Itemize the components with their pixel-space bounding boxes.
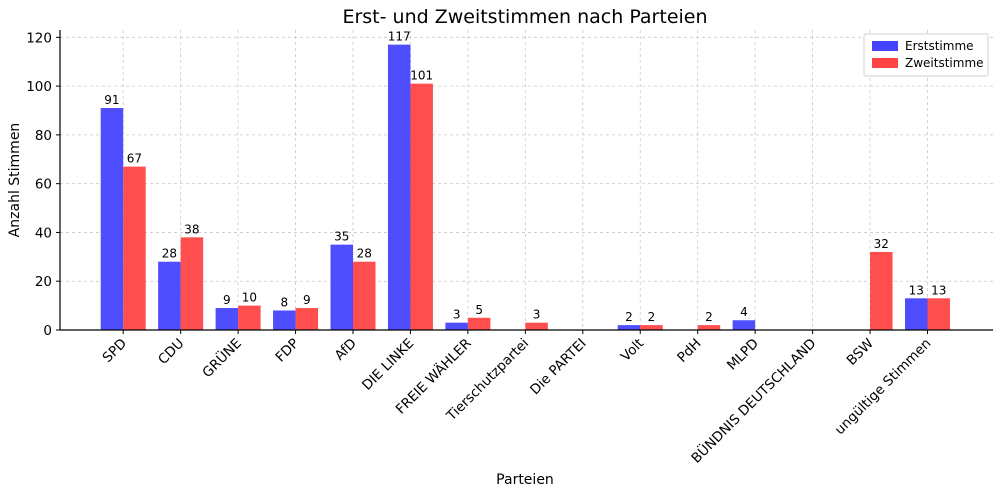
x-tick-label: SPD <box>100 336 130 366</box>
data-label-erststimme: 28 <box>162 247 177 261</box>
y-tick-label: 80 <box>35 128 52 144</box>
data-label-zweitstimme: 101 <box>410 69 433 83</box>
data-label-erststimme: 8 <box>280 295 288 309</box>
data-label-zweitstimme: 32 <box>874 237 889 251</box>
x-tick-label: GRÜNE <box>198 334 245 381</box>
bar-zweitstimme-2 <box>238 305 261 330</box>
bar-zweitstimme-3 <box>295 308 319 330</box>
x-tick-label: Volt <box>618 336 647 365</box>
x-tick-label: Die PARTEI <box>527 336 590 399</box>
data-label-zweitstimme: 5 <box>475 303 483 317</box>
gridlines <box>60 30 993 331</box>
data-label-zweitstimme: 13 <box>931 283 946 297</box>
bar-zweitstimme-5 <box>410 83 433 330</box>
data-label-erststimme: 4 <box>740 305 748 319</box>
y-axis-label: Anzahl Stimmen <box>7 123 23 238</box>
data-label-erststimme: 9 <box>223 293 231 307</box>
bar-erststimme-1 <box>158 261 181 330</box>
data-label-erststimme: 117 <box>388 30 411 44</box>
data-label-zweitstimme: 28 <box>357 247 372 261</box>
data-label-zweitstimme: 10 <box>242 291 257 305</box>
y-tick-label: 0 <box>43 323 52 339</box>
x-tick-label: ungültige Stimmen <box>832 336 935 439</box>
bar-erststimme-4 <box>330 244 353 330</box>
legend-swatch-zweitstimme <box>872 58 898 68</box>
legend-label-zweitstimme: Zweitstimme <box>905 56 984 70</box>
data-label-erststimme: 35 <box>334 230 349 244</box>
data-label-zweitstimme: 67 <box>127 152 142 166</box>
y-tick-label: 100 <box>26 79 52 95</box>
bar-erststimme-14 <box>905 298 928 330</box>
bar-erststimme-3 <box>273 310 296 330</box>
legend-label-erststimme: Erststimme <box>905 39 974 53</box>
data-label-zweitstimme: 2 <box>648 310 656 324</box>
bar-erststimme-11 <box>732 320 756 330</box>
y-tick-label: 60 <box>35 177 52 193</box>
axes <box>56 30 993 334</box>
data-label-erststimme: 2 <box>625 310 633 324</box>
legend: Erststimme Zweitstimme <box>863 33 989 77</box>
data-label-zweitstimme: 38 <box>184 222 199 236</box>
data-label-erststimme: 91 <box>104 93 119 107</box>
x-tick-label: CDU <box>155 336 187 368</box>
x-tick-label: MLPD <box>724 336 762 374</box>
data-label-zweitstimme: 3 <box>533 308 541 322</box>
y-tick-label: 120 <box>26 30 52 46</box>
data-label-zweitstimme: 9 <box>303 293 311 307</box>
x-tick-label: DIE LINKE <box>359 336 417 394</box>
y-tick-label: 40 <box>35 225 52 241</box>
bar-zweitstimme-1 <box>180 237 204 330</box>
bars <box>100 44 950 330</box>
bar-erststimme-2 <box>215 308 239 330</box>
bar-zweitstimme-4 <box>353 261 376 330</box>
bar-erststimme-9 <box>617 325 641 330</box>
data-label-zweitstimme: 2 <box>705 310 713 324</box>
x-tick-label: AfD <box>332 336 360 364</box>
legend-swatch-erststimme <box>872 41 898 51</box>
bar-zweitstimme-10 <box>697 325 721 330</box>
bar-zweitstimme-6 <box>467 317 491 330</box>
x-axis-label: Parteien <box>496 472 554 488</box>
bar-erststimme-6 <box>445 322 468 330</box>
x-tick-label: FDP <box>272 336 302 366</box>
y-tick-label: 20 <box>35 274 52 290</box>
bar-zweitstimme-7 <box>525 322 548 330</box>
bar-zweitstimme-14 <box>927 298 950 330</box>
bar-zweitstimme-0 <box>123 166 146 330</box>
data-label-erststimme: 13 <box>909 283 924 297</box>
data-label-erststimme: 3 <box>453 308 461 322</box>
bar-erststimme-5 <box>387 44 411 330</box>
bar-zweitstimme-9 <box>640 325 663 330</box>
x-tick-label: PdH <box>674 336 704 366</box>
chart-title: Erst- und Zweitstimmen nach Parteien <box>342 6 707 28</box>
bar-zweitstimme-13 <box>870 251 893 330</box>
bar-erststimme-0 <box>100 108 124 330</box>
x-tick-label: BSW <box>844 336 877 369</box>
